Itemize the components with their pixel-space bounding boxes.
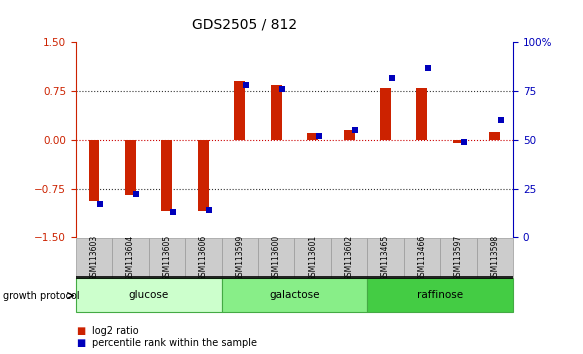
Point bbox=[314, 133, 324, 139]
Point bbox=[423, 65, 433, 71]
Bar bbox=[258, 238, 294, 278]
Text: GSM113606: GSM113606 bbox=[199, 234, 208, 281]
Text: GSM113605: GSM113605 bbox=[163, 234, 171, 281]
Text: GDS2505 / 812: GDS2505 / 812 bbox=[192, 18, 297, 32]
Bar bbox=[234, 81, 245, 140]
Text: glucose: glucose bbox=[128, 290, 169, 300]
Point bbox=[460, 139, 469, 144]
Text: GSM113598: GSM113598 bbox=[490, 234, 499, 281]
Text: raffinose: raffinose bbox=[417, 290, 463, 300]
Text: GSM113600: GSM113600 bbox=[272, 234, 280, 281]
Text: GSM113604: GSM113604 bbox=[126, 234, 135, 281]
Bar bbox=[89, 140, 100, 201]
Text: GSM113599: GSM113599 bbox=[236, 234, 244, 281]
Bar bbox=[294, 238, 331, 278]
Bar bbox=[367, 278, 513, 312]
Bar bbox=[222, 238, 258, 278]
Text: percentile rank within the sample: percentile rank within the sample bbox=[92, 338, 257, 348]
Bar bbox=[489, 132, 500, 140]
Bar bbox=[343, 130, 354, 140]
Bar bbox=[185, 238, 222, 278]
Point bbox=[387, 75, 396, 80]
Bar bbox=[112, 238, 149, 278]
Bar bbox=[198, 140, 209, 211]
Text: galactose: galactose bbox=[269, 290, 319, 300]
Bar bbox=[125, 140, 136, 195]
Point bbox=[96, 201, 105, 207]
Bar bbox=[307, 133, 318, 140]
Bar bbox=[367, 238, 403, 278]
Bar bbox=[331, 238, 367, 278]
Point bbox=[241, 82, 251, 88]
Bar bbox=[149, 238, 185, 278]
Bar bbox=[271, 85, 282, 140]
Text: growth protocol: growth protocol bbox=[3, 291, 79, 301]
Text: GSM113597: GSM113597 bbox=[454, 234, 463, 281]
Text: ■: ■ bbox=[76, 338, 85, 348]
Text: GSM113603: GSM113603 bbox=[90, 234, 99, 281]
Point bbox=[350, 127, 360, 133]
Bar bbox=[76, 238, 112, 278]
Text: GSM113601: GSM113601 bbox=[308, 234, 317, 281]
Text: GSM113602: GSM113602 bbox=[345, 234, 353, 281]
Point bbox=[132, 192, 141, 197]
Point bbox=[278, 86, 287, 92]
Text: GSM113466: GSM113466 bbox=[417, 234, 426, 281]
Point bbox=[496, 118, 505, 123]
Bar bbox=[161, 140, 173, 211]
Text: ■: ■ bbox=[76, 326, 85, 336]
Bar bbox=[416, 88, 427, 140]
Bar bbox=[76, 278, 222, 312]
Bar bbox=[476, 238, 513, 278]
Point bbox=[168, 209, 178, 215]
Bar bbox=[453, 140, 464, 143]
Bar bbox=[403, 238, 440, 278]
Bar bbox=[440, 238, 476, 278]
Bar bbox=[222, 278, 367, 312]
Text: GSM113465: GSM113465 bbox=[381, 234, 390, 281]
Bar bbox=[380, 88, 391, 140]
Point bbox=[205, 207, 214, 213]
Text: log2 ratio: log2 ratio bbox=[92, 326, 139, 336]
